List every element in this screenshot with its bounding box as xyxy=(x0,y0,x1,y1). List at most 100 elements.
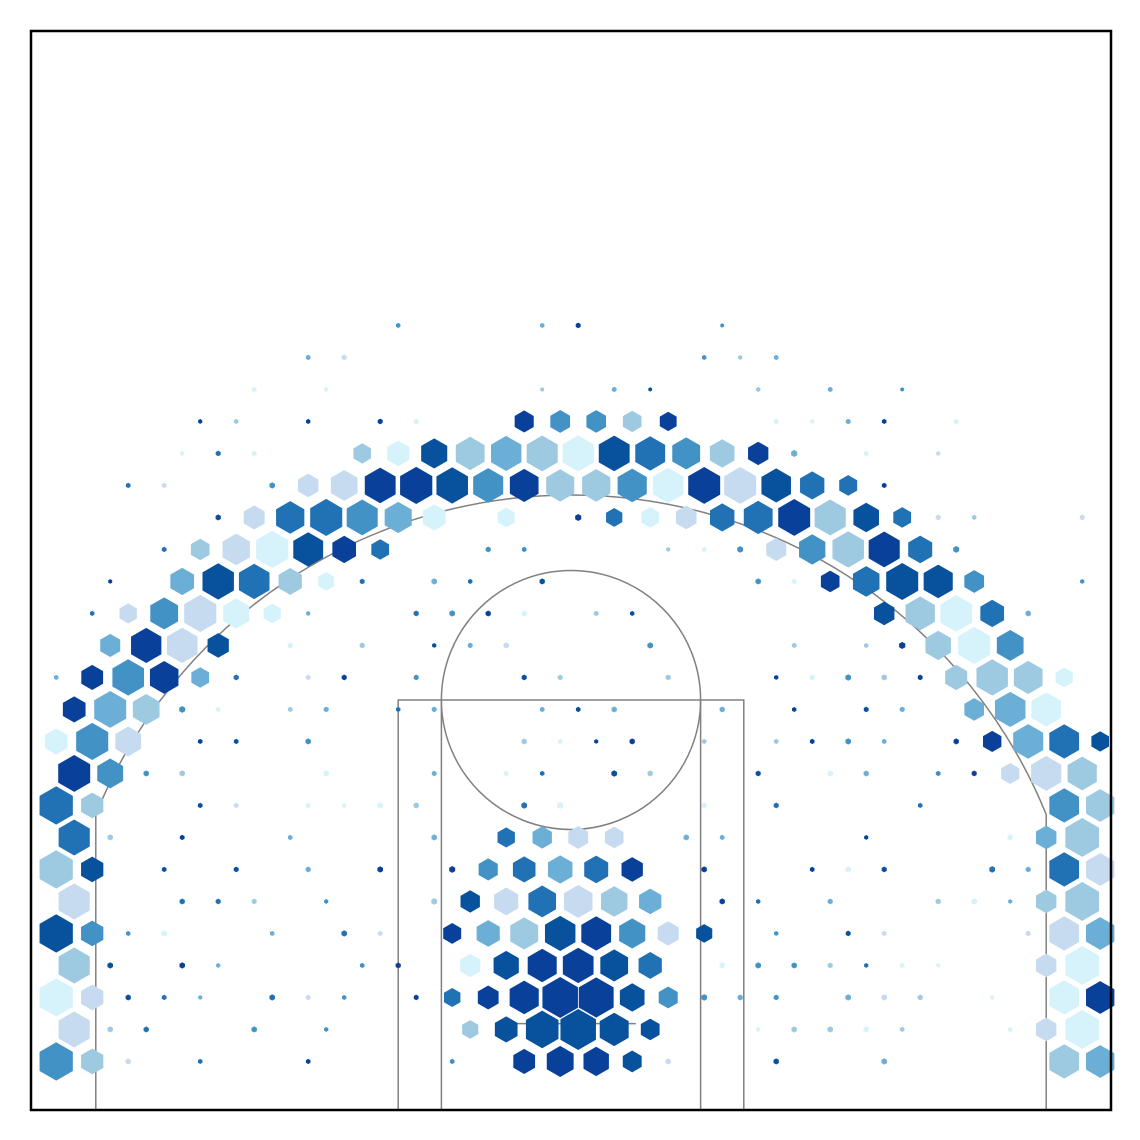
hexbin-mark xyxy=(377,866,383,873)
hexbin-mark xyxy=(306,611,311,616)
hexbin-mark xyxy=(1086,789,1115,822)
hexbin-mark xyxy=(881,674,887,681)
hexbin-mark xyxy=(557,738,563,744)
hexbin-mark xyxy=(683,834,689,841)
hexbin-mark xyxy=(583,1046,609,1077)
hexbin-mark xyxy=(575,513,582,521)
hexbin-mark xyxy=(1086,853,1115,886)
hexbin-mark xyxy=(958,626,991,665)
hexbin-mark xyxy=(215,706,221,713)
hexbin-mark xyxy=(1013,660,1043,694)
hexbin-mark xyxy=(81,792,104,819)
hexbin-mark xyxy=(996,629,1024,661)
hexbin-mark xyxy=(638,952,662,979)
hexbin-mark xyxy=(719,834,725,841)
hexbin-mark xyxy=(443,987,461,1007)
hexbin-mark xyxy=(421,438,448,469)
hexbin-mark xyxy=(81,1048,104,1075)
hexbin-mark xyxy=(436,467,468,504)
hexbin-mark xyxy=(364,467,396,504)
hexbin-mark xyxy=(455,436,485,471)
hexbin-mark xyxy=(622,410,642,433)
hexbin-mark xyxy=(540,322,545,328)
hexbin-mark xyxy=(827,962,833,969)
hexbin-mark xyxy=(191,667,210,688)
hexbin-mark xyxy=(384,501,412,534)
hexbin-mark xyxy=(413,418,419,425)
hexbin-mark xyxy=(305,354,311,361)
hexbin-mark xyxy=(659,411,677,432)
hexbin-mark xyxy=(387,440,410,467)
hexbin-mark xyxy=(233,802,239,809)
hexbin-mark xyxy=(540,387,545,392)
hexbin-mark xyxy=(81,664,104,691)
hexbin-mark xyxy=(827,770,833,777)
hexbin-mark xyxy=(936,963,941,968)
hexbin-mark xyxy=(476,920,500,947)
hexbin-mark xyxy=(1036,953,1057,978)
hexbin-mark xyxy=(1001,762,1020,784)
hexbin-mark xyxy=(287,834,293,841)
hexbin-mark xyxy=(293,532,324,567)
hexbin-mark xyxy=(53,674,59,680)
hexbin-mark xyxy=(39,914,73,953)
hexbin-mark xyxy=(44,728,68,755)
hexbin-mark xyxy=(748,441,769,466)
hexbin-mark xyxy=(431,706,437,713)
hexbin-mark xyxy=(1065,1010,1100,1049)
hexbin-mark xyxy=(119,603,137,624)
hexbin-mark xyxy=(755,962,761,969)
hexbin-mark xyxy=(600,949,629,982)
hexbin-mark xyxy=(864,642,869,648)
hexbin-mark xyxy=(737,546,744,553)
hexbin-mark xyxy=(863,770,869,777)
hexbin-mark xyxy=(820,570,840,593)
hexbin-mark xyxy=(1049,980,1080,1015)
hexbin-mark xyxy=(546,1045,574,1077)
hexbin-mark xyxy=(179,770,185,777)
hexbin-mark xyxy=(377,418,383,425)
hexbin-mark xyxy=(864,963,869,968)
hexbin-mark xyxy=(652,467,684,504)
hexbin-mark xyxy=(305,738,311,745)
hexbin-mark xyxy=(600,886,628,917)
hexbin-mark xyxy=(688,466,721,504)
hexbin-mark xyxy=(800,471,825,500)
hexbin-mark xyxy=(1086,1045,1115,1078)
hexbin-mark xyxy=(935,898,941,905)
hexbin-mark xyxy=(983,730,1002,753)
hexbin-mark xyxy=(905,596,935,631)
hexbin-mark xyxy=(112,659,144,696)
hexbin-mark xyxy=(935,514,941,521)
hexbin-mark xyxy=(881,1058,887,1065)
hexbin-mark xyxy=(107,962,113,969)
hexbin-mark xyxy=(953,546,960,553)
hexbin-mark xyxy=(94,690,127,728)
hexbin-mark xyxy=(179,705,186,713)
hexbin-mark xyxy=(107,834,113,841)
hexbin-mark xyxy=(510,917,539,950)
hexbin-mark xyxy=(1080,579,1085,584)
hexbin-mark xyxy=(359,578,365,585)
hexbin-mark xyxy=(107,1026,113,1033)
hexbin-mark xyxy=(701,802,707,809)
hexbin-mark xyxy=(598,435,630,472)
hexbin-mark xyxy=(39,850,73,889)
hexbin-mark xyxy=(305,994,311,1001)
hexbin-mark xyxy=(1049,788,1080,823)
hexbin-mark xyxy=(611,706,617,713)
hexbin-mark xyxy=(672,437,701,470)
hexbin-mark xyxy=(467,642,473,649)
hexbin-mark xyxy=(791,578,797,585)
hexbin-mark xyxy=(190,538,210,561)
hexbin-mark xyxy=(413,802,419,809)
hexbin-mark xyxy=(1091,731,1109,752)
hexbin-mark xyxy=(341,674,347,681)
hexbin-mark xyxy=(881,930,887,937)
hexbin-mark xyxy=(305,1058,311,1065)
hexbin-mark xyxy=(90,610,95,616)
hexbin-mark xyxy=(737,994,743,1001)
hexbin-mark xyxy=(115,726,142,757)
hexbin-mark xyxy=(586,410,606,433)
hexbin-mark xyxy=(323,706,329,713)
